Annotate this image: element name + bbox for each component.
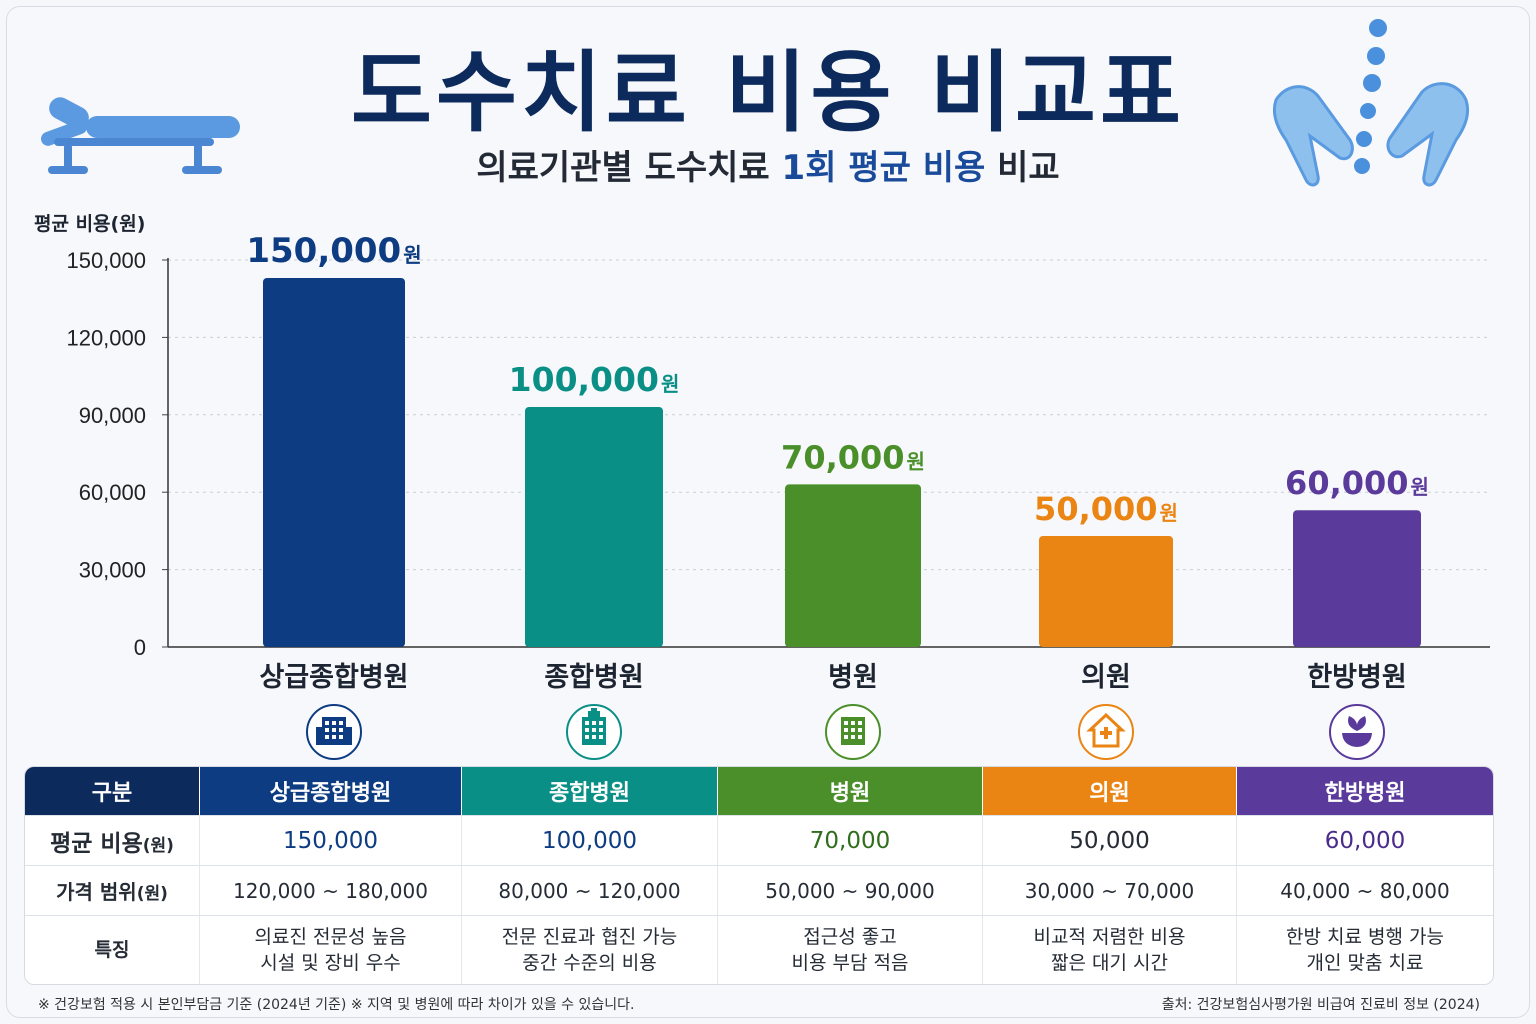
- bar: [1293, 510, 1421, 647]
- row-label-text: 특징: [94, 939, 130, 961]
- subtitle-highlight: 1회 평균 비용: [781, 148, 986, 188]
- y-tick-label: 30,000: [79, 558, 146, 583]
- y-axis-label: 평균 비용(원): [34, 213, 145, 235]
- table-cell: 40,000 ~ 80,000: [1237, 865, 1493, 915]
- table-cell: 70,000: [718, 815, 983, 865]
- table-row: 특징 의료진 전문성 높음 시설 및 장비 우수 전문 진료과 협진 가능 중간 수준의…: [25, 915, 1493, 984]
- clinic-house-icon: [1078, 704, 1134, 760]
- bar-value-label: 50,000 원: [1034, 490, 1178, 528]
- table-header-cell: 의원: [983, 767, 1237, 815]
- hospital-building-icon: [306, 704, 362, 760]
- subtitle-pre: 의료기관별 도수치료: [476, 148, 782, 188]
- table-cell: 150,000: [200, 815, 462, 865]
- footnote-right: 출처: 건강보험심사평가원 비급여 진료비 정보 (2024): [1161, 997, 1480, 1013]
- bar: [525, 407, 663, 647]
- table-row-label: 특징: [25, 915, 200, 984]
- row-label-unit: (원): [136, 884, 168, 904]
- table-row: 평균 비용(원) 150,000 100,000 70,000 50,000 60,000: [25, 815, 1493, 865]
- feature-line: 비용 부담 적음: [791, 952, 909, 974]
- row-label-text: 가격 범위: [56, 880, 137, 904]
- table-cell: 50,000 ~ 90,000: [718, 865, 983, 915]
- feature-line: 비교적 저렴한 비용: [1033, 926, 1186, 948]
- y-tick-label: 120,000: [66, 325, 146, 350]
- category-label: 한방병원: [1307, 662, 1406, 693]
- table-row-label: 평균 비용(원): [25, 815, 200, 865]
- feature-line: 의료진 전문성 높음: [254, 926, 407, 948]
- page-title: 도수치료 비용 비교표: [351, 41, 1185, 144]
- table-header-cell: 병원: [718, 767, 983, 815]
- bar-chart: 평균 비용(원) 0 30,000 60,000 90,000 120,000 150,00…: [34, 213, 1490, 760]
- table-row-label: 가격 범위(원): [25, 865, 200, 915]
- feature-line: 시설 및 장비 우수: [260, 952, 401, 974]
- table-cell: 80,000 ~ 120,000: [462, 865, 718, 915]
- table-cell: 120,000 ~ 180,000: [200, 865, 462, 915]
- feature-line: 짧은 대기 시간: [1051, 952, 1168, 974]
- table-cell: 30,000 ~ 70,000: [983, 865, 1237, 915]
- bar: [1039, 536, 1173, 647]
- herbal-bowl-icon: [1329, 704, 1385, 760]
- row-label-text: 평균 비용: [50, 830, 143, 857]
- comparison-table: 구분 상급종합병원 종합병원 병원 의원 한방병원 평균 비용(원) 150,000 100…: [24, 766, 1494, 985]
- page-subtitle: 의료기관별 도수치료 1회 평균 비용 비교: [0, 140, 1536, 189]
- y-tick-label: 150,000: [66, 248, 146, 273]
- table-cell: 60,000: [1237, 815, 1493, 865]
- table-header-cell: 상급종합병원: [200, 767, 462, 815]
- feature-line: 접근성 좋고: [803, 926, 897, 948]
- category-label: 상급종합병원: [259, 662, 408, 693]
- table-cell: 100,000: [462, 815, 718, 865]
- y-tick-label: 90,000: [79, 403, 146, 428]
- table-header-cell: 한방병원: [1237, 767, 1493, 815]
- subtitle-post: 비교: [985, 148, 1060, 188]
- category-label: 종합병원: [544, 662, 643, 693]
- feature-line: 중간 수준의 비용: [522, 952, 657, 974]
- table-row: 가격 범위(원) 120,000 ~ 180,000 80,000 ~ 120,00…: [25, 865, 1493, 915]
- table-header-label: 구분: [25, 767, 200, 815]
- bar: [785, 484, 921, 647]
- footnote-left: ※ 건강보험 적용 시 본인부담금 기준 (2024년 기준) ※ 지역 및 병…: [38, 997, 635, 1013]
- y-tick-label: 0: [134, 635, 146, 660]
- bar-value-label: 100,000 원: [509, 360, 680, 399]
- table-header-row: 구분 상급종합병원 종합병원 병원 의원 한방병원: [25, 767, 1493, 815]
- row-label-unit: (원): [142, 835, 174, 856]
- category-label: 의원: [1081, 662, 1131, 693]
- building-icon: [825, 704, 881, 760]
- feature-line: 전문 진료과 협진 가능: [501, 926, 678, 948]
- y-tick-label: 60,000: [79, 480, 146, 505]
- table-cell: 50,000: [983, 815, 1237, 865]
- category-label: 병원: [828, 662, 878, 693]
- bar-value-label: 70,000 원: [781, 438, 925, 476]
- bar-value-label: 60,000 원: [1285, 464, 1429, 502]
- general-hospital-icon: [566, 704, 622, 760]
- feature-line: 개인 맞춤 치료: [1306, 952, 1424, 974]
- table-header-cell: 종합병원: [462, 767, 718, 815]
- massage-hands-icon: [1272, 19, 1470, 187]
- bar-value-label: 150,000 원: [246, 231, 421, 271]
- bar: [263, 278, 405, 647]
- feature-line: 한방 치료 병행 가능: [1286, 926, 1444, 948]
- treatment-bed-icon: [41, 97, 240, 174]
